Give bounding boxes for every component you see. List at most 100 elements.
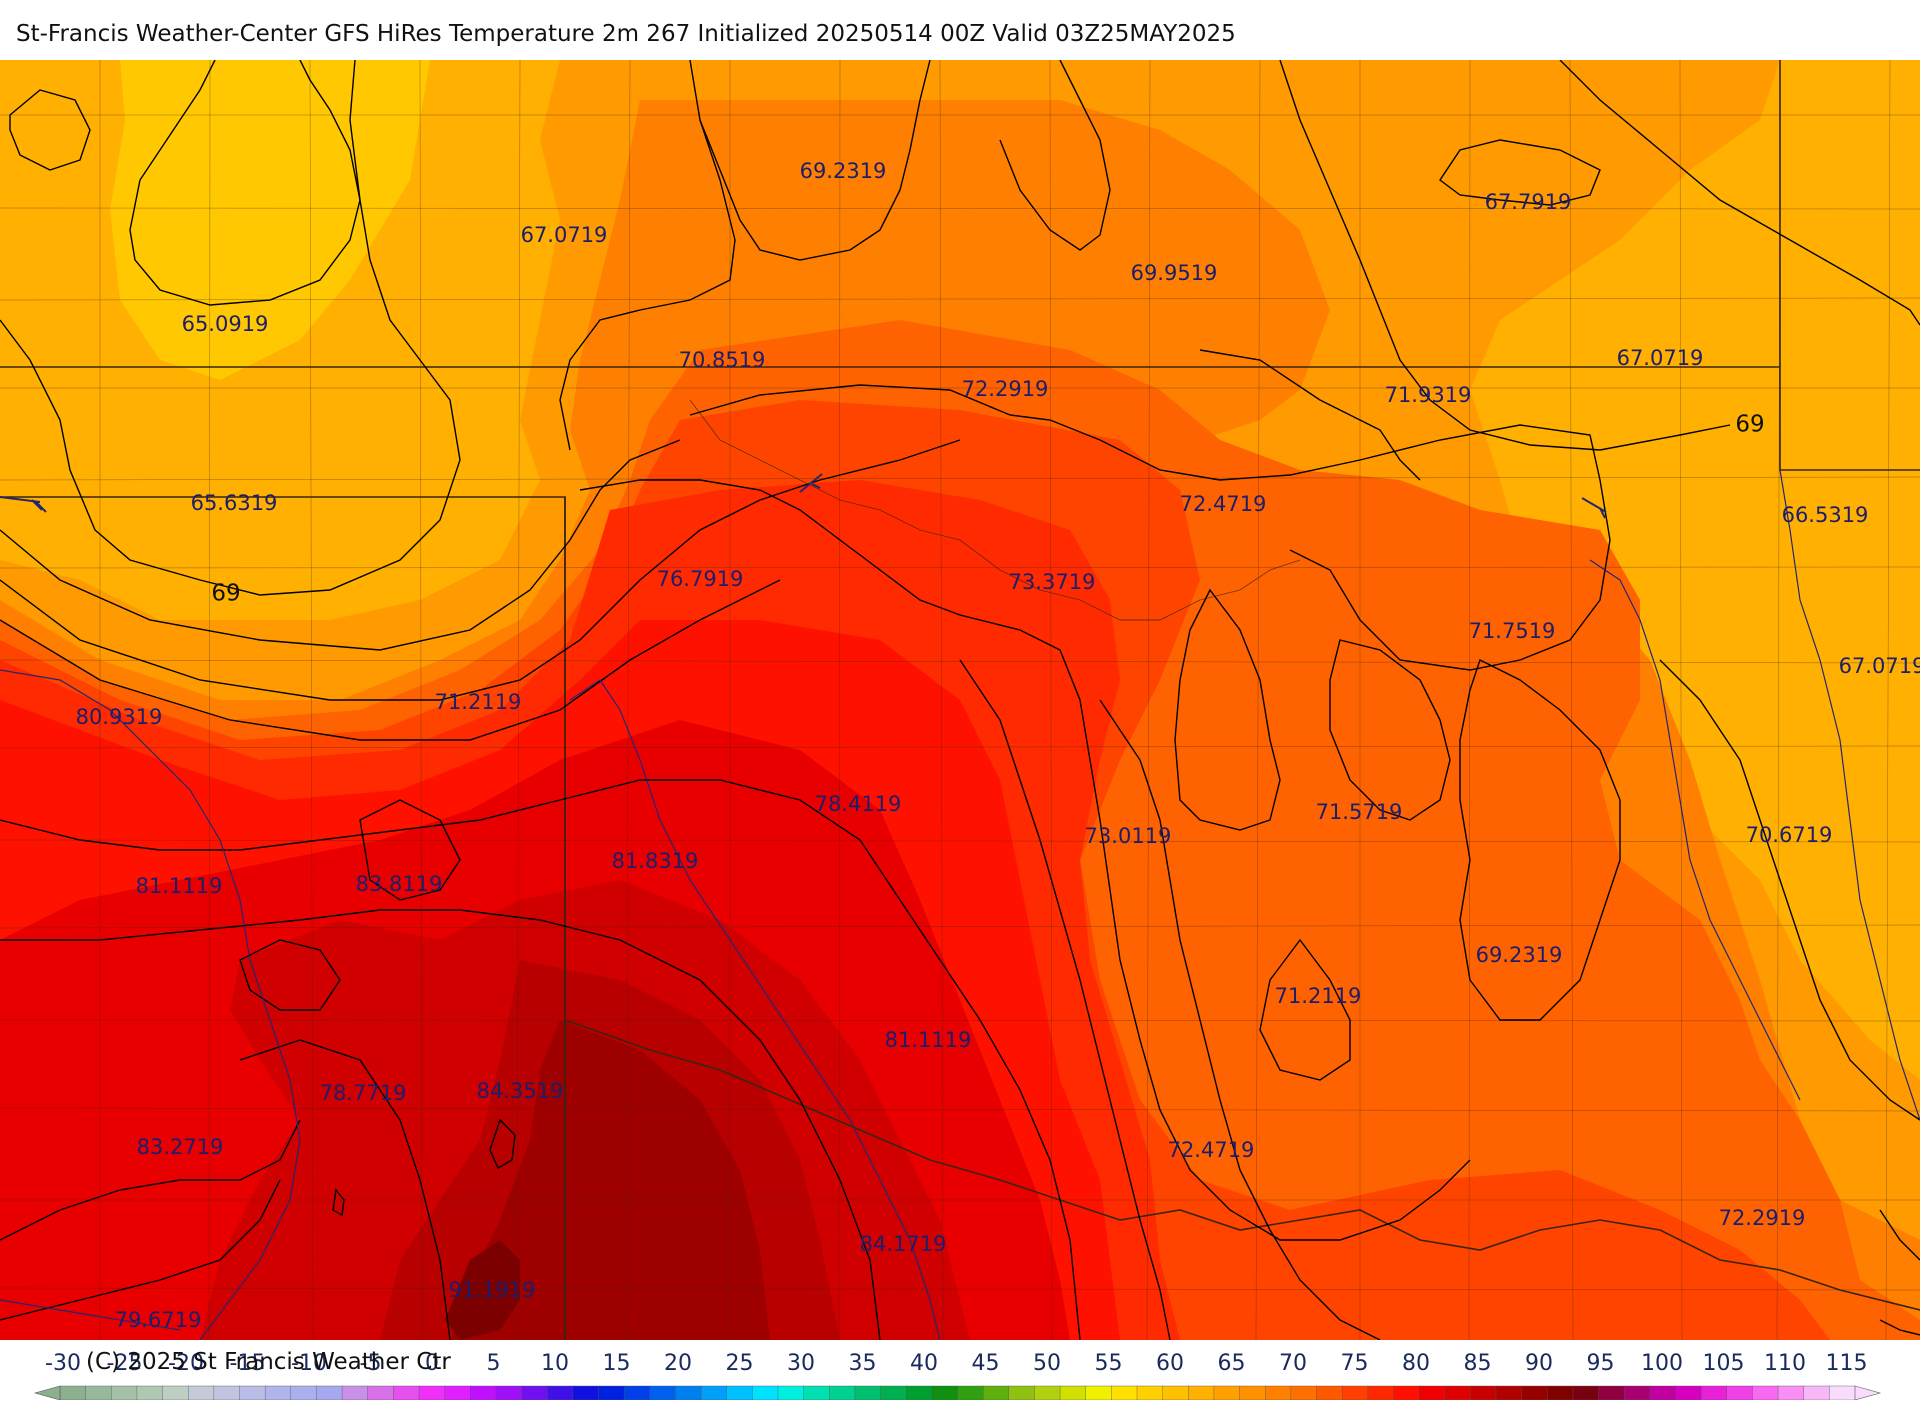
color-scale-max-arrow: [1854, 1385, 1882, 1401]
temperature-label: 83.2719: [137, 1135, 224, 1159]
color-scale-segment: [1521, 1385, 1548, 1401]
color-scale-segment: [803, 1385, 830, 1401]
wind-barb: [799, 473, 823, 493]
color-scale-segment: [572, 1385, 600, 1401]
color-scale-segment: [1649, 1385, 1677, 1401]
color-scale-bar: [33, 1385, 1882, 1401]
temperature-label: 71.2119: [1275, 984, 1362, 1008]
color-scale-segment: [726, 1385, 754, 1401]
copyright-text: (C) 2025 St Francis Weather Ctr: [86, 1349, 451, 1375]
color-scale-segment: [367, 1385, 395, 1401]
color-scale-tick: 30: [787, 1351, 815, 1376]
county-line: [0, 924, 1920, 929]
color-scale-segment: [393, 1385, 420, 1401]
color-scale-segment: [598, 1385, 625, 1401]
fill-band-91: [445, 1240, 520, 1340]
map-title: St-Francis Weather-Center GFS HiRes Temp…: [16, 21, 1236, 47]
temperature-contour: [1879, 1319, 1920, 1336]
temperature-label: 81.1119: [136, 874, 223, 898]
color-scale-segment: [239, 1385, 266, 1401]
color-scale-segment: [1444, 1385, 1472, 1401]
color-scale: -30 -25 -20 -15 -10 -5 0 5 10 15 20 25 30 35 40 45 50 55 6…: [0, 1340, 1920, 1401]
color-scale-segment: [1188, 1385, 1215, 1401]
temperature-label: 72.4719: [1168, 1138, 1255, 1162]
color-scale-segment: [1034, 1385, 1061, 1401]
county-line: [0, 659, 1920, 664]
color-scale-segment: [1367, 1385, 1395, 1401]
color-scale-segment: [906, 1385, 933, 1401]
county-line: [1255, 60, 1261, 1340]
county-line: [0, 1287, 1920, 1291]
temperature-label: 81.8319: [612, 849, 699, 873]
county-line: [309, 60, 314, 1340]
temperature-label: 71.2119: [435, 690, 522, 714]
color-scale-tick: 55: [1095, 1351, 1123, 1376]
county-line: [1679, 60, 1683, 1340]
temperature-fill-layers: [0, 60, 1920, 1340]
color-scale-segment: [957, 1385, 984, 1401]
temperature-contours: [0, 60, 1920, 1340]
color-scale-segment: [521, 1385, 548, 1401]
color-scale-segment: [1162, 1385, 1189, 1401]
color-scale-tick: 80: [1402, 1351, 1430, 1376]
county-line: [0, 1019, 1920, 1022]
color-scale-tick: 85: [1464, 1351, 1492, 1376]
isoline-value-labels: 69 69: [211, 412, 1764, 607]
temperature-contour: [1329, 639, 1451, 821]
temperature-label: 65.0919: [182, 312, 269, 336]
temperature-label: 67.0719: [1839, 654, 1920, 678]
temperature-contour: [0, 1179, 281, 1321]
temperature-label: 71.7519: [1469, 619, 1556, 643]
color-scale-segment: [1675, 1385, 1702, 1401]
temperature-label: 72.2919: [962, 377, 1049, 401]
temperature-label: 72.2919: [1719, 1206, 1806, 1230]
color-scale-tick: 45: [972, 1351, 1000, 1376]
color-scale-tick: 90: [1525, 1351, 1553, 1376]
temperature-label: 67.7919: [1485, 190, 1572, 214]
county-line: [1776, 60, 1781, 1340]
temperature-contour: [0, 909, 881, 1340]
wind-barbs: [0, 473, 1607, 519]
temperature-contour: [489, 1118, 516, 1169]
color-scale-segment: [470, 1385, 497, 1401]
color-scale-tick: -5: [360, 1351, 382, 1376]
temperature-label: 70.8519: [679, 348, 766, 372]
isotherm-line: [569, 679, 941, 1340]
color-scale-segment: [341, 1385, 369, 1401]
isoline-label: 69: [1735, 412, 1764, 438]
county-line: [1468, 60, 1471, 1340]
temperature-contour: [689, 384, 1611, 671]
isotherm-line: [1589, 559, 1801, 1101]
county-line: [625, 60, 631, 1340]
county-line: [0, 297, 1920, 301]
temperature-contour: [0, 779, 1081, 1340]
temperature-label: 69.2319: [1476, 943, 1563, 967]
color-scale-tick: 50: [1033, 1351, 1061, 1376]
color-scale-segment: [829, 1385, 856, 1401]
county-line: [516, 60, 521, 1340]
color-scale-tick: 60: [1156, 1351, 1184, 1376]
wind-barb: [1581, 497, 1607, 519]
color-scale-segment: [1213, 1385, 1241, 1401]
color-scale-segment: [649, 1385, 677, 1401]
isotherm-lines: [0, 469, 1920, 1340]
temperature-contour: [9, 89, 91, 171]
isoline-label: 69: [211, 581, 240, 607]
temperature-label: 84.1719: [860, 1232, 947, 1256]
color-scale-tick: 105: [1703, 1351, 1745, 1376]
color-scale-tick: -10: [291, 1351, 327, 1376]
color-scale-segment: [1495, 1385, 1523, 1401]
temperature-contour: [239, 939, 341, 1011]
temperature-contour: [239, 1039, 451, 1340]
color-scale-tick: 35: [849, 1351, 877, 1376]
color-scale-segment: [1136, 1385, 1164, 1401]
color-scale-segment: [213, 1385, 241, 1401]
temperature-contour: [689, 60, 931, 261]
temperature-contour: [1259, 938, 1351, 1081]
temperature-contour: [0, 60, 461, 596]
temperature-value-labels: 69.2319 67.7919 67.0719 69.9519 65.0919 70.85…: [76, 159, 1920, 1332]
temperature-label: 76.7919: [657, 567, 744, 591]
color-scale-tick: -20: [168, 1351, 204, 1376]
temperature-label: 71.5719: [1316, 800, 1403, 824]
color-scale-tick: 65: [1218, 1351, 1246, 1376]
